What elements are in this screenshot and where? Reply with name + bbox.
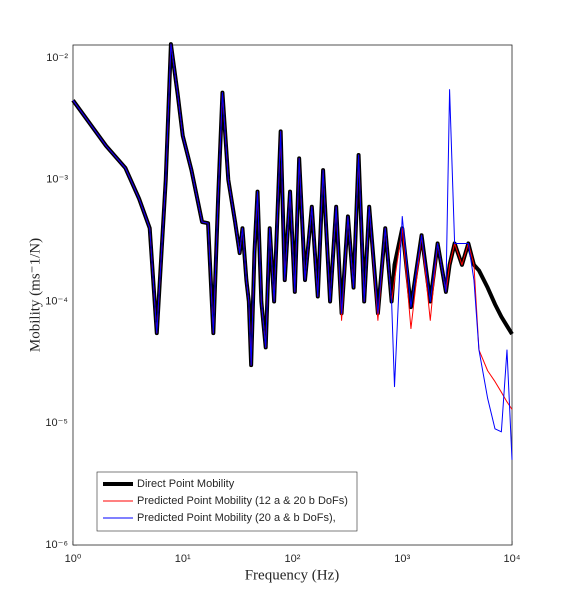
- x-axis-label: Frequency (Hz): [245, 567, 340, 583]
- legend-label: Direct Point Mobility: [137, 478, 235, 490]
- x-tick-label: 10¹: [175, 553, 191, 565]
- series-line: [72, 43, 513, 460]
- y-tick-label: 10⁻⁴: [45, 295, 68, 307]
- x-tick-label: 10⁰: [65, 553, 82, 565]
- y-tick-label: 10⁻²: [46, 52, 68, 64]
- legend-box: [96, 471, 358, 532]
- y-axis-label: Mobility (ms⁻1/N): [27, 238, 43, 352]
- x-tick-label: 10³: [394, 553, 410, 565]
- x-tick-label: 10⁴: [504, 553, 521, 565]
- y-tick-label: 10⁻³: [46, 174, 68, 186]
- y-tick-label: 10⁻⁶: [45, 539, 68, 551]
- plot-area: [72, 44, 513, 546]
- y-tick-label: 10⁻⁵: [45, 417, 68, 429]
- legend-label: Predicted Point Mobility (12 a & 20 b Do…: [137, 495, 348, 507]
- legend-label: Predicted Point Mobility (20 a & b DoFs)…: [137, 512, 336, 524]
- x-tick-label: 10²: [285, 553, 301, 565]
